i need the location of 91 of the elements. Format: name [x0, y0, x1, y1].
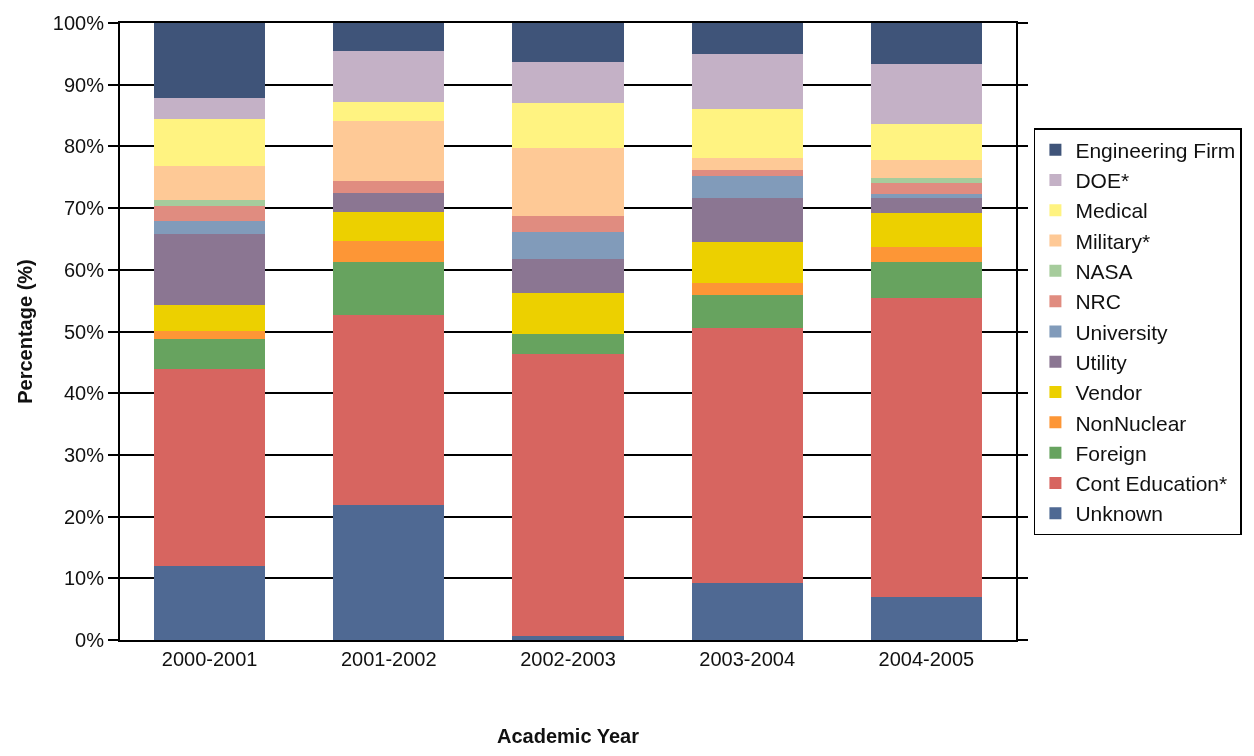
- y-tick-label: 40%: [63, 382, 105, 405]
- legend-label: NASA: [1075, 260, 1133, 284]
- bar: [154, 368, 266, 566]
- bar: [154, 234, 266, 305]
- legend-label: NRC: [1075, 290, 1121, 314]
- bar: [512, 61, 624, 104]
- bar: [333, 101, 445, 122]
- bar: [154, 165, 266, 201]
- bar: [691, 282, 803, 296]
- bar: [333, 121, 445, 181]
- bar: [870, 197, 982, 214]
- bar: [691, 108, 803, 158]
- bar: [333, 315, 445, 505]
- bar: [870, 193, 982, 198]
- bar: [691, 176, 803, 198]
- y-tick-label: 100%: [52, 12, 105, 34]
- bar: [870, 23, 982, 65]
- bar: [512, 333, 624, 355]
- bar: [333, 504, 445, 640]
- x-tick-label: 2001-2002: [340, 648, 437, 670]
- bar: [691, 23, 803, 55]
- bar: [333, 180, 445, 194]
- bar: [691, 197, 803, 243]
- bar: [154, 330, 266, 339]
- y-tick-label: 10%: [63, 567, 105, 590]
- bar: [512, 147, 624, 217]
- x-tick-label: 2003-2004: [699, 648, 796, 670]
- bar: [333, 193, 445, 213]
- bar: [154, 119, 266, 166]
- bar: [691, 157, 803, 171]
- bar: [870, 297, 982, 597]
- bar: [333, 23, 445, 52]
- legend-label: NonNuclear: [1075, 411, 1187, 435]
- y-tick-label: 0%: [75, 629, 105, 651]
- bar: [154, 304, 266, 331]
- bar: [870, 213, 982, 247]
- bar: [512, 103, 624, 148]
- bar: [691, 170, 803, 177]
- bar: [512, 216, 624, 232]
- bar: [154, 23, 266, 98]
- legend-label: Cont Education*: [1075, 472, 1228, 496]
- x-tick-label: 2002-2003: [520, 648, 616, 670]
- bar: [870, 124, 982, 160]
- bar: [870, 246, 982, 263]
- legend-label: University: [1075, 320, 1169, 344]
- bar: [870, 178, 982, 184]
- bar: [154, 205, 266, 222]
- bar: [870, 596, 982, 640]
- legend-label: Military*: [1075, 229, 1151, 253]
- bar: [154, 338, 266, 369]
- bar: [512, 23, 624, 62]
- bar: [870, 183, 982, 194]
- bar: [691, 54, 803, 109]
- legend-label: Medical: [1075, 199, 1148, 223]
- x-axis-title: Academic Year: [497, 725, 640, 747]
- bar: [870, 262, 982, 298]
- bar: [691, 328, 803, 583]
- bar: [512, 636, 624, 640]
- y-tick-label: 30%: [63, 443, 105, 466]
- bar: [154, 565, 266, 640]
- y-axis-title: Percentage (%): [13, 259, 36, 404]
- bar: [154, 221, 266, 235]
- bar: [333, 261, 445, 316]
- bar: [333, 51, 445, 102]
- bar: [333, 212, 445, 242]
- bar: [691, 582, 803, 640]
- bar: [512, 231, 624, 260]
- legend-label: Vendor: [1075, 381, 1142, 405]
- y-tick-label: 60%: [63, 258, 105, 281]
- legend-label: Utility: [1075, 350, 1128, 374]
- bar: [870, 159, 982, 179]
- y-tick-label: 20%: [63, 505, 105, 528]
- bar: [870, 64, 982, 125]
- bar: [333, 241, 445, 262]
- y-tick-label: 50%: [63, 320, 105, 343]
- legend-label: Foreign: [1075, 441, 1147, 465]
- bar: [154, 200, 266, 206]
- bar: [512, 292, 624, 334]
- bar: [512, 354, 624, 637]
- bar: [512, 259, 624, 293]
- legend-label: Engineering Firm: [1075, 138, 1236, 162]
- y-tick-label: 80%: [63, 135, 105, 158]
- bar: [691, 242, 803, 283]
- bar: [154, 97, 266, 120]
- x-tick-label: 2004-2005: [878, 648, 975, 670]
- bar: [691, 295, 803, 329]
- x-tick-label: 2000-2001: [161, 648, 258, 670]
- legend-label: Unknown: [1075, 502, 1163, 526]
- y-tick-label: 90%: [63, 73, 105, 96]
- y-tick-label: 70%: [63, 197, 105, 220]
- legend-label: DOE*: [1075, 169, 1130, 193]
